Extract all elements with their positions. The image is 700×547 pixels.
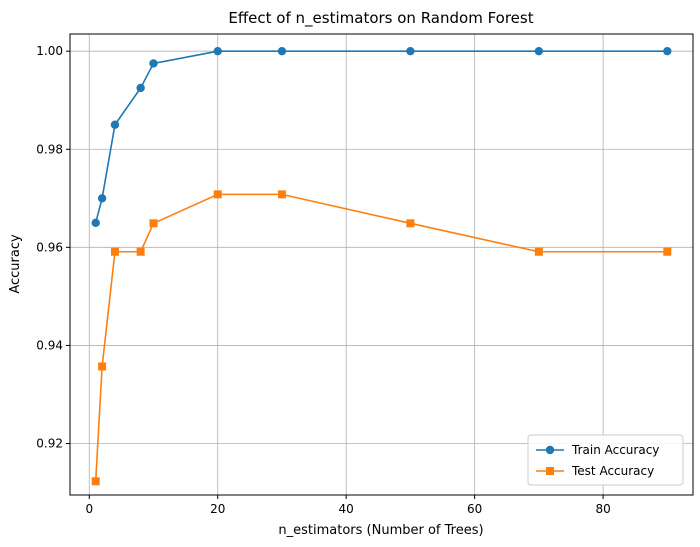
legend: Train Accuracy Test Accuracy: [527, 434, 684, 486]
x-tick-label: 80: [595, 502, 610, 516]
legend-marker: [545, 445, 555, 455]
data-point: [136, 83, 145, 93]
data-point: [213, 46, 222, 56]
y-tick-label: 0.98: [36, 142, 63, 156]
data-point: [110, 247, 119, 256]
data-point: [663, 46, 672, 56]
data-point: [97, 194, 107, 203]
data-point: [91, 218, 100, 228]
data-point: [136, 247, 145, 256]
y-axis-label: Accuracy: [8, 234, 23, 294]
y-tick-label: 0.92: [36, 437, 63, 451]
legend-label: Test Accuracy: [571, 464, 654, 478]
data-point: [110, 120, 120, 129]
data-point: [277, 46, 287, 56]
legend-item: Test Accuracy: [536, 464, 654, 478]
series-layer: [91, 46, 672, 486]
legend-box: [527, 434, 684, 486]
plot-frame: [69, 33, 694, 496]
y-tick-label: 0.96: [36, 240, 63, 254]
data-point: [534, 46, 544, 56]
chart-title: Effect of n_estimators on Random Forest: [228, 9, 533, 28]
y-tick-label: 1.00: [36, 44, 63, 58]
x-tick-label: 40: [339, 502, 354, 516]
x-tick-label: 60: [467, 502, 482, 516]
series-test-accuracy: [91, 190, 672, 486]
data-point: [98, 362, 107, 371]
data-point: [406, 46, 415, 56]
legend-label: Train Accuracy: [571, 443, 659, 457]
tick-layer: 0 20 40 60 80 0.92 0.94 0.96 0.98 1.00: [36, 44, 610, 516]
data-point: [149, 59, 158, 68]
grid: [70, 34, 693, 495]
legend-marker: [546, 467, 554, 475]
series-line: [94, 193, 668, 482]
data-point: [534, 247, 543, 256]
series-line: [94, 50, 668, 224]
legend-item: Train Accuracy: [536, 443, 659, 457]
data-point: [149, 219, 158, 228]
x-axis-label: n_estimators (Number of Trees): [278, 523, 483, 538]
data-point: [277, 190, 286, 199]
data-point: [213, 190, 222, 199]
series-train-accuracy: [91, 46, 672, 228]
y-tick-label: 0.94: [36, 338, 63, 352]
x-tick-label: 0: [85, 502, 93, 516]
x-tick-label: 20: [210, 502, 225, 516]
data-point: [91, 477, 100, 486]
data-point: [406, 219, 415, 228]
data-point: [663, 247, 672, 256]
